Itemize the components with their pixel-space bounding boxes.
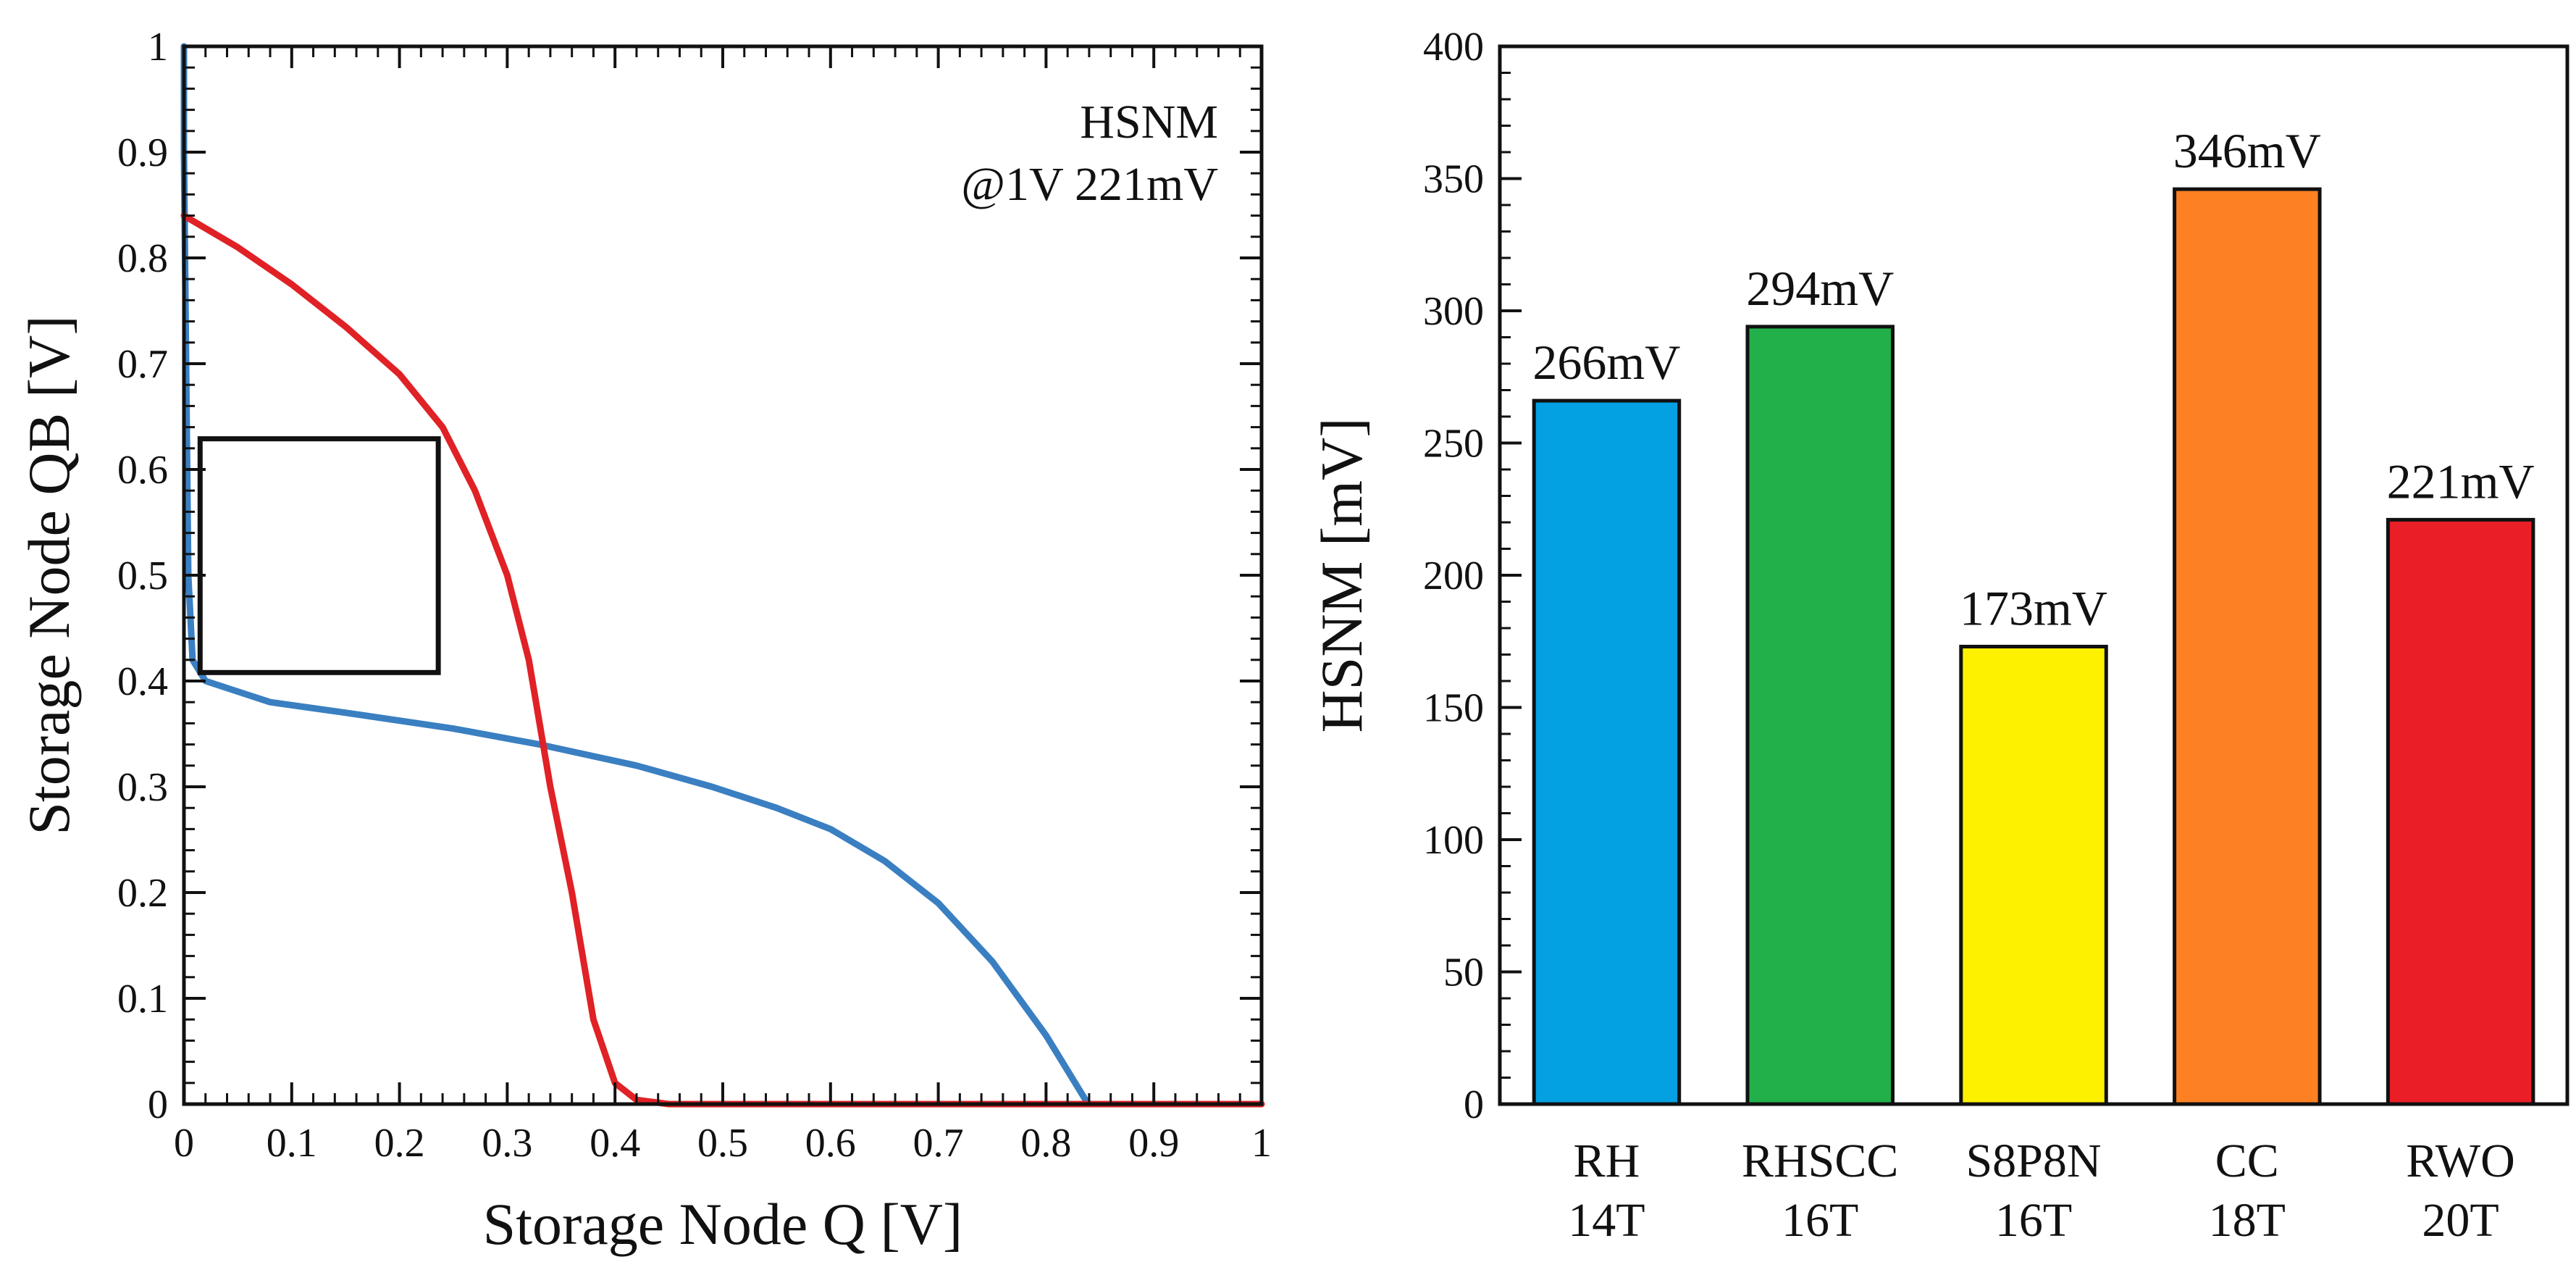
x-tick-label: 0.4 [590, 1121, 640, 1166]
y-tick-label: 0.9 [117, 130, 168, 175]
y-tick-label: 0.4 [117, 659, 168, 704]
x-tick-label: 0.6 [805, 1121, 856, 1166]
y-tick-label: 1 [148, 25, 168, 70]
curve-blue [180, 43, 1093, 1108]
left-y-axis-label: Storage Node QB [V] [16, 315, 82, 835]
x-tick-label: 0.9 [1128, 1121, 1179, 1166]
left-plot-ticks: 0 0.1 0.2 0.3 0.4 0.5 0.6 0.7 0.8 0.9 1 0 0.1 0.2 0.3 0… [117, 25, 1272, 1166]
x-tick-label: 0.3 [482, 1121, 532, 1166]
hsnm-bar-chart: 266mV RH 14T 294mV RHSCC 16T 173mV S8P8N 16T 346m… [1309, 25, 2569, 1247]
curve-red [180, 212, 1265, 1108]
y-tick-label: 0.1 [117, 977, 168, 1022]
y-tick-label: 0.6 [117, 448, 168, 493]
hsnm-butterfly-plot: 0 0.1 0.2 0.3 0.4 0.5 0.6 0.7 0.8 0.9 1 0 0.1 0.2 0.3 0… [16, 25, 1272, 1257]
snm-square [197, 436, 441, 675]
left-annotation-line-2: @1V 221mV [961, 158, 1218, 211]
bar-y-tick-label: 400 [1423, 25, 1484, 70]
bar-marks: 266mV RH 14T 294mV RHSCC 16T 173mV S8P8N 16T 346m… [1532, 123, 2535, 1247]
left-x-axis-label: Storage Node Q [V] [483, 1191, 963, 1257]
category-label-line-1: RH [1574, 1135, 1640, 1187]
bar-data-label: 266mV [1532, 335, 1680, 390]
bar-y-tick-label: 250 [1423, 422, 1484, 467]
y-tick-label: 0.8 [117, 236, 168, 281]
bar-data-label: 346mV [2173, 123, 2321, 178]
category-label-line-2: 16T [1782, 1194, 1858, 1247]
category-label-line-2: 14T [1568, 1194, 1645, 1247]
x-tick-label: 0.1 [267, 1121, 317, 1166]
bar-y-tick-label: 200 [1423, 553, 1484, 598]
bar-s8p8n [1959, 645, 2108, 1106]
category-label-line-1: CC [2215, 1135, 2279, 1187]
bar-y-tick-label: 0 [1464, 1082, 1484, 1127]
y-tick-label: 0.3 [117, 765, 168, 810]
category-label-line-2: 18T [2209, 1194, 2286, 1247]
bar-rh [1532, 398, 1682, 1106]
bar-rhscc [1745, 325, 1895, 1106]
bar-y-tick-label: 350 [1423, 157, 1484, 202]
x-tick-label: 0.8 [1020, 1121, 1071, 1166]
right-plot-ticks: 0 50 100 150 200 250 300 350 400 [1423, 25, 1522, 1127]
category-label-line-1: S8P8N [1965, 1135, 2101, 1187]
left-annotation-line-1: HSNM [1080, 96, 1218, 149]
category-label-line-1: RWO [2406, 1135, 2514, 1187]
bar-y-tick-label: 300 [1423, 289, 1484, 334]
bar-data-label: 173mV [1960, 581, 2107, 636]
y-tick-label: 0.5 [117, 553, 168, 598]
category-label-line-2: 20T [2422, 1194, 2499, 1247]
category-label-line-2: 16T [1995, 1194, 2072, 1247]
right-y-axis-label: HSNM [mV] [1309, 417, 1375, 732]
y-tick-label: 0.7 [117, 342, 168, 387]
butterfly-curves [180, 43, 1265, 1108]
x-tick-label: 0 [174, 1121, 194, 1166]
category-label-line-1: RHSCC [1742, 1135, 1898, 1187]
bar-y-tick-label: 50 [1443, 951, 1484, 995]
x-tick-label: 1 [1251, 1121, 1272, 1166]
x-tick-label: 0.7 [913, 1121, 964, 1166]
y-tick-label: 0 [148, 1082, 168, 1127]
bar-data-label: 221mV [2387, 454, 2535, 509]
x-tick-label: 0.2 [374, 1121, 425, 1166]
bar-y-tick-label: 100 [1423, 818, 1484, 863]
x-tick-label: 0.5 [697, 1121, 748, 1166]
bar-data-label: 294mV [1746, 261, 1894, 316]
bar-y-tick-label: 150 [1423, 686, 1484, 731]
y-tick-label: 0.2 [117, 871, 168, 916]
bar-cc [2173, 187, 2322, 1106]
bar-rwo [2386, 517, 2535, 1106]
